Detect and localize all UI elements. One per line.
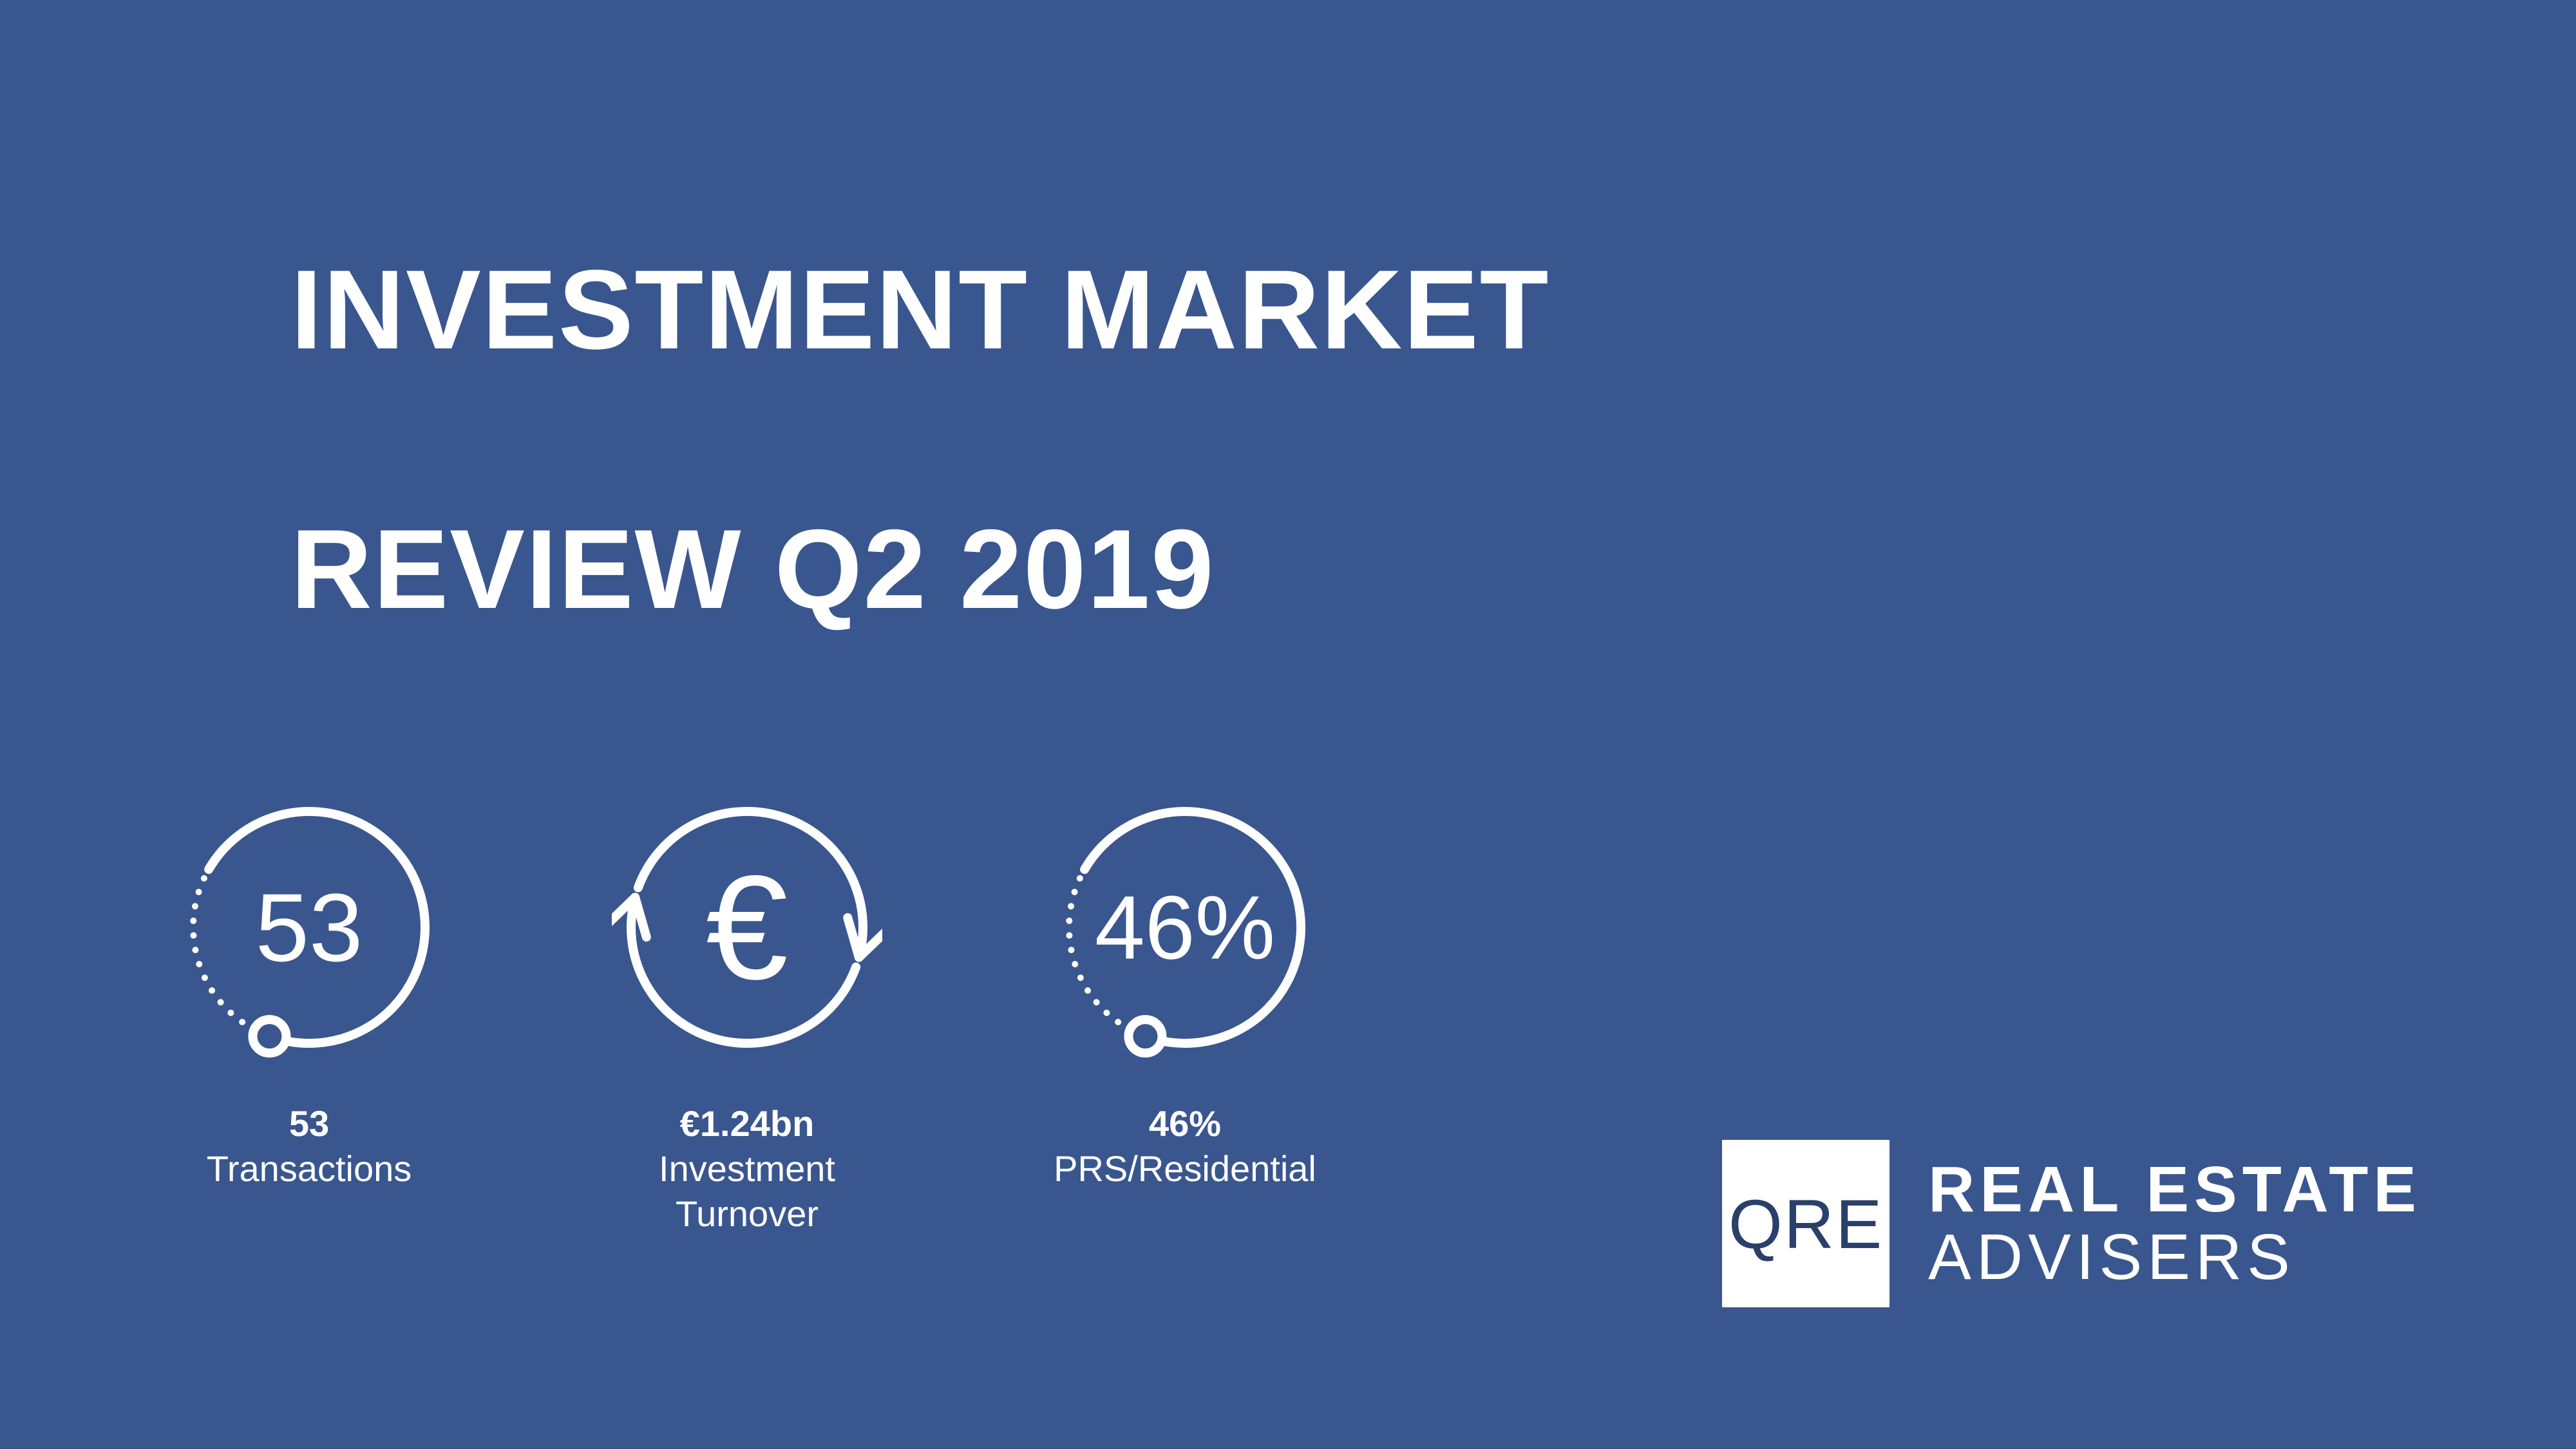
title-line-2: REVIEW Q2 2019 (290, 507, 1215, 632)
prs-icon: 46% (1037, 779, 1333, 1075)
stats-row: 53 53 Transactions € €1.24bn Investment … (161, 779, 1333, 1236)
page-title: INVESTMENT MARKET REVIEW Q2 2019 (161, 116, 1549, 764)
stat-value: €1.24bn (659, 1101, 835, 1146)
brand-logo: QRE REAL ESTATE ADVISERS (1722, 1140, 2421, 1307)
stat-label: Investment Turnover (659, 1146, 835, 1236)
stat-value: 46% (1054, 1101, 1316, 1146)
svg-text:€: € (706, 845, 788, 1010)
logo-line-2: ADVISERS (1928, 1224, 2421, 1291)
logo-line-1: REAL ESTATE (1928, 1156, 2421, 1224)
stat-caption: €1.24bn Investment Turnover (659, 1101, 835, 1236)
stat-caption: 53 Transactions (207, 1101, 412, 1191)
stat-turnover: € €1.24bn Investment Turnover (599, 779, 895, 1236)
transactions-icon: 53 (161, 779, 457, 1075)
logo-mark-text: QRE (1728, 1184, 1884, 1264)
svg-text:53: 53 (256, 873, 363, 981)
svg-text:46%: 46% (1095, 877, 1275, 978)
slide: INVESTMENT MARKET REVIEW Q2 2019 53 53 T… (0, 0, 2576, 1449)
logo-wordmark: REAL ESTATE ADVISERS (1928, 1156, 2421, 1291)
stat-prs: 46% 46% PRS/Residential (1037, 779, 1333, 1236)
stat-label: Transactions (207, 1146, 412, 1191)
logo-mark: QRE (1722, 1140, 1889, 1307)
turnover-icon: € (599, 779, 895, 1075)
stat-caption: 46% PRS/Residential (1054, 1101, 1316, 1191)
stat-value: 53 (207, 1101, 412, 1146)
title-line-1: INVESTMENT MARKET (290, 247, 1549, 373)
stat-transactions: 53 53 Transactions (161, 779, 457, 1236)
stat-label: PRS/Residential (1054, 1146, 1316, 1191)
